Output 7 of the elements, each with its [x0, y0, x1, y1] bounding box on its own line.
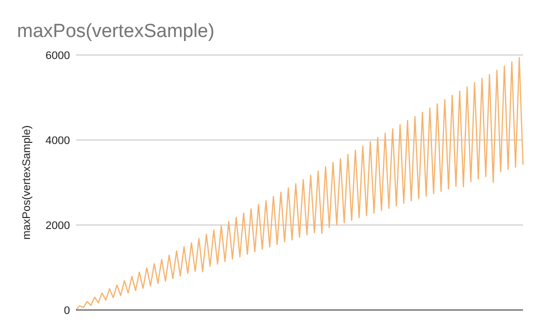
line-series: [75, 56, 524, 311]
y-axis-title: maxPos(vertexSample): [21, 125, 33, 240]
chart-title: maxPos(vertexSample): [17, 21, 214, 42]
y-tick-label: 4000: [46, 135, 70, 147]
y-tick-label: 2000: [46, 220, 70, 232]
y-tick-label: 6000: [46, 50, 70, 62]
y-tick-label: 0: [64, 305, 70, 317]
